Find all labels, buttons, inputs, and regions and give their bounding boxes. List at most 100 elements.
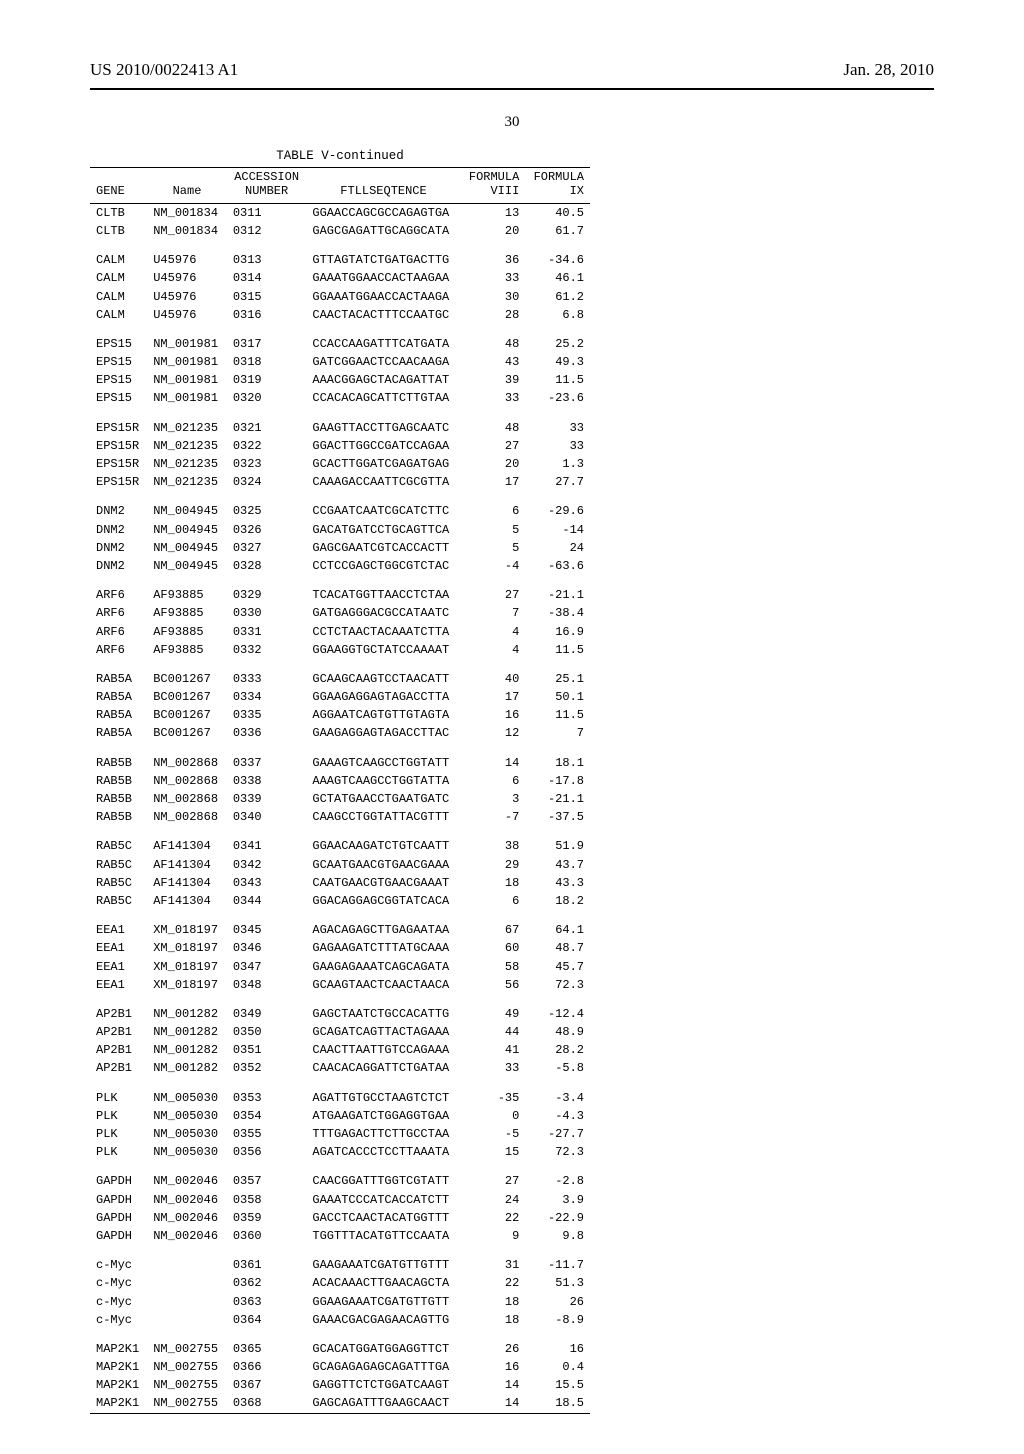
cell-seq: GATGAGGGACGCCATAATC [306, 604, 460, 622]
cell-seq: GAAGTTACCTTGAGCAATC [306, 408, 460, 437]
table-row: CALMU459760315GGAAATGGAACCACTAAGA3061.2 [90, 288, 590, 306]
cell-acc: 0326 [227, 521, 307, 539]
cell-acc: 0360 [227, 1227, 307, 1245]
cell-gene: GAPDH [90, 1227, 147, 1245]
cell-f8: 27 [461, 1161, 526, 1190]
cell-name: NM_004945 [147, 491, 227, 520]
table-row: RAB5BNM_0028680340CAAGCCTGGTATTACGTTT-7-… [90, 808, 590, 826]
cell-acc: 0311 [227, 203, 307, 222]
cell-gene: RAB5B [90, 790, 147, 808]
table-row: DNM2NM_0049450326GACATGATCCTGCAGTTCA5-14 [90, 521, 590, 539]
cell-f9: 43.7 [525, 856, 590, 874]
cell-seq: ACACAAACTTGAACAGCTA [306, 1274, 460, 1292]
cell-name: NM_002755 [147, 1394, 227, 1413]
cell-f9: -22.9 [525, 1209, 590, 1227]
cell-f8: 33 [461, 1059, 526, 1077]
cell-seq: CAATGAACGTGAACGAAAT [306, 874, 460, 892]
cell-f8: 49 [461, 994, 526, 1023]
cell-f9: 72.3 [525, 976, 590, 994]
cell-seq: GACATGATCCTGCAGTTCA [306, 521, 460, 539]
table-row: ARF6AF938850332GGAAGGTGCTATCCAAAAT411.5 [90, 641, 590, 659]
col-accession: ACCESSION NUMBER [227, 168, 307, 204]
cell-name: NM_001981 [147, 353, 227, 371]
cell-f8: 48 [461, 408, 526, 437]
cell-name: NM_004945 [147, 539, 227, 557]
cell-gene: RAB5B [90, 772, 147, 790]
cell-gene: EPS15 [90, 324, 147, 353]
cell-gene: RAB5A [90, 659, 147, 688]
cell-seq: GGAAGGTGCTATCCAAAAT [306, 641, 460, 659]
cell-name: NM_002868 [147, 772, 227, 790]
table-row: MAP2K1NM_0027550366GCAGAGAGAGCAGATTTGA16… [90, 1358, 590, 1376]
cell-f9: 48.7 [525, 939, 590, 957]
cell-acc: 0312 [227, 222, 307, 240]
cell-f9: -21.1 [525, 790, 590, 808]
cell-f8: 67 [461, 910, 526, 939]
cell-f8: 43 [461, 353, 526, 371]
cell-seq: GAAAGTCAAGCCTGGTATT [306, 743, 460, 772]
cell-seq: ATGAAGATCTGGAGGTGAA [306, 1107, 460, 1125]
cell-f9: 61.7 [525, 222, 590, 240]
cell-f9: 18.1 [525, 743, 590, 772]
cell-gene: GAPDH [90, 1161, 147, 1190]
cell-gene: CLTB [90, 203, 147, 222]
cell-f8: 14 [461, 1376, 526, 1394]
cell-f8: 5 [461, 521, 526, 539]
cell-seq: GGAAGAAATCGATGTTGTT [306, 1293, 460, 1311]
cell-f9: 25.2 [525, 324, 590, 353]
table-row: EPS15RNM_0212350323GCACTTGGATCGAGATGAG20… [90, 455, 590, 473]
table-row: RAB5BNM_0028680337GAAAGTCAAGCCTGGTATT141… [90, 743, 590, 772]
cell-f8: 6 [461, 491, 526, 520]
cell-gene: DNM2 [90, 539, 147, 557]
cell-f9: -21.1 [525, 575, 590, 604]
cell-gene: RAB5B [90, 743, 147, 772]
cell-seq: GAAGAGAAATCAGCAGATA [306, 958, 460, 976]
cell-seq: GCACATGGATGGAGGTTCT [306, 1329, 460, 1358]
table-row: EPS15NM_0019810318GATCGGAACTCCAACAAGA434… [90, 353, 590, 371]
cell-f9: 16.9 [525, 623, 590, 641]
cell-f9: 16 [525, 1329, 590, 1358]
cell-f9: 24 [525, 539, 590, 557]
cell-name: XM_018197 [147, 910, 227, 939]
cell-name: BC001267 [147, 659, 227, 688]
cell-name: NM_004945 [147, 557, 227, 575]
cell-gene: EEA1 [90, 939, 147, 957]
cell-seq: GCAAGCAAGTCCTAACATT [306, 659, 460, 688]
table-row: ARF6AF938850329TCACATGGTTAACCTCTAA27-21.… [90, 575, 590, 604]
cell-f9: 72.3 [525, 1143, 590, 1161]
cell-f9: 9.8 [525, 1227, 590, 1245]
table-row: MAP2K1NM_0027550367GAGGTTCTCTGGATCAAGT14… [90, 1376, 590, 1394]
doc-number: US 2010/0022413 A1 [90, 60, 238, 80]
cell-gene: MAP2K1 [90, 1358, 147, 1376]
cell-f8: 4 [461, 641, 526, 659]
cell-f9: -4.3 [525, 1107, 590, 1125]
cell-name: NM_021235 [147, 437, 227, 455]
cell-f9: 51.3 [525, 1274, 590, 1292]
cell-gene: RAB5C [90, 826, 147, 855]
cell-name: U45976 [147, 288, 227, 306]
cell-f8: 48 [461, 324, 526, 353]
sequence-table: GENE Name ACCESSION NUMBER FTLLSEQTENCE … [90, 167, 590, 1414]
cell-name [147, 1293, 227, 1311]
cell-seq: GAGCAGATTTGAAGCAACT [306, 1394, 460, 1413]
table-row: RAB5CAF1413040342GCAATGAACGTGAACGAAA2943… [90, 856, 590, 874]
cell-f9: 43.3 [525, 874, 590, 892]
table-row: MAP2K1NM_0027550365GCACATGGATGGAGGTTCT26… [90, 1329, 590, 1358]
cell-gene: ARF6 [90, 641, 147, 659]
cell-f8: 14 [461, 743, 526, 772]
cell-gene: EEA1 [90, 910, 147, 939]
cell-name: NM_002046 [147, 1209, 227, 1227]
cell-seq: CAACACAGGATTCTGATAA [306, 1059, 460, 1077]
cell-seq: GCAGAGAGAGCAGATTTGA [306, 1358, 460, 1376]
table-row: EPS15NM_0019810317CCACCAAGATTTCATGATA482… [90, 324, 590, 353]
cell-name: NM_005030 [147, 1125, 227, 1143]
cell-gene: EEA1 [90, 976, 147, 994]
cell-name [147, 1245, 227, 1274]
table-row: AP2B1NM_0012820349GAGCTAATCTGCCACATTG49-… [90, 994, 590, 1023]
cell-acc: 0344 [227, 892, 307, 910]
cell-acc: 0314 [227, 269, 307, 287]
cell-name: NM_002868 [147, 808, 227, 826]
cell-gene: AP2B1 [90, 1023, 147, 1041]
cell-seq: AGACAGAGCTTGAGAATAA [306, 910, 460, 939]
cell-f8: 24 [461, 1191, 526, 1209]
